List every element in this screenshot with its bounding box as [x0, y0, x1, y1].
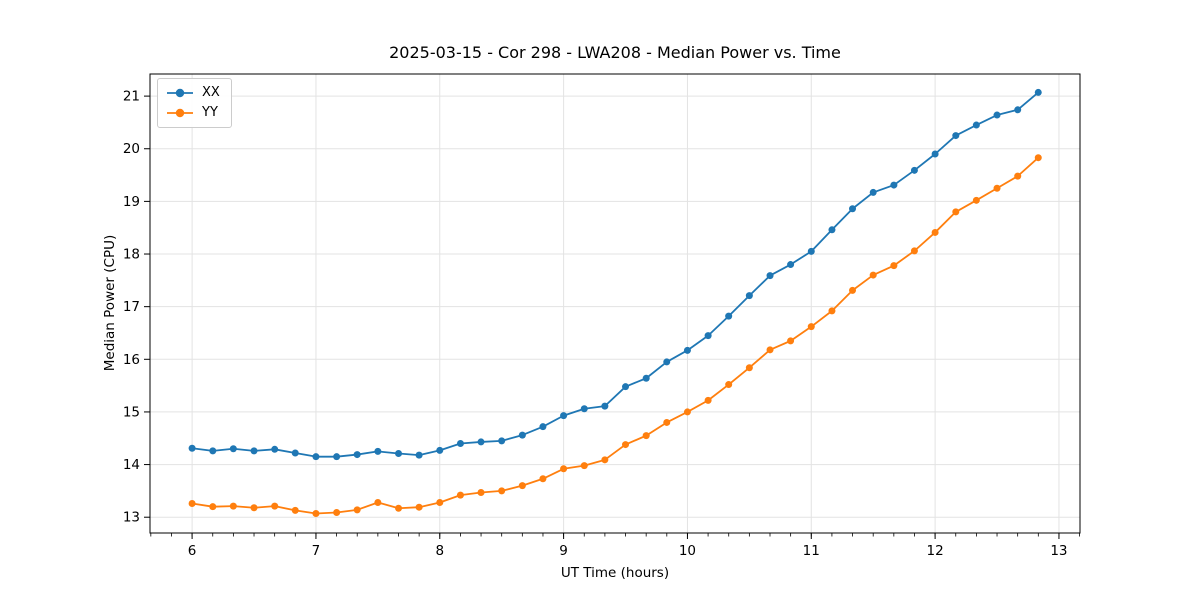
svg-text:19: 19 [123, 194, 140, 210]
legend-item-yy: YY [165, 104, 220, 122]
svg-text:17: 17 [123, 299, 140, 315]
legend-label-xx: XX [202, 85, 220, 100]
y-axis-label: Median Power (CPU) [102, 234, 118, 372]
svg-text:20: 20 [123, 141, 140, 157]
x-axis-label: UT Time (hours) [560, 565, 670, 581]
svg-text:10: 10 [679, 543, 696, 559]
legend-item-xx: XX [165, 84, 220, 102]
svg-text:6: 6 [188, 543, 197, 559]
line-marker-icon [167, 108, 193, 118]
svg-text:14: 14 [123, 457, 140, 473]
svg-text:13: 13 [123, 510, 140, 526]
legend-label-yy: YY [202, 105, 218, 120]
legend: XX YY [157, 78, 232, 128]
svg-text:16: 16 [123, 352, 140, 368]
svg-text:21: 21 [123, 89, 140, 105]
svg-text:7: 7 [312, 543, 321, 559]
svg-text:12: 12 [927, 543, 944, 559]
svg-text:9: 9 [559, 543, 568, 559]
svg-text:15: 15 [123, 404, 140, 420]
svg-text:13: 13 [1050, 543, 1067, 559]
svg-text:11: 11 [803, 543, 820, 559]
svg-text:8: 8 [435, 543, 444, 559]
svg-text:18: 18 [123, 247, 140, 263]
chart-title: 2025-03-15 - Cor 298 - LWA208 - Median P… [389, 43, 841, 62]
line-marker-icon [167, 88, 193, 98]
